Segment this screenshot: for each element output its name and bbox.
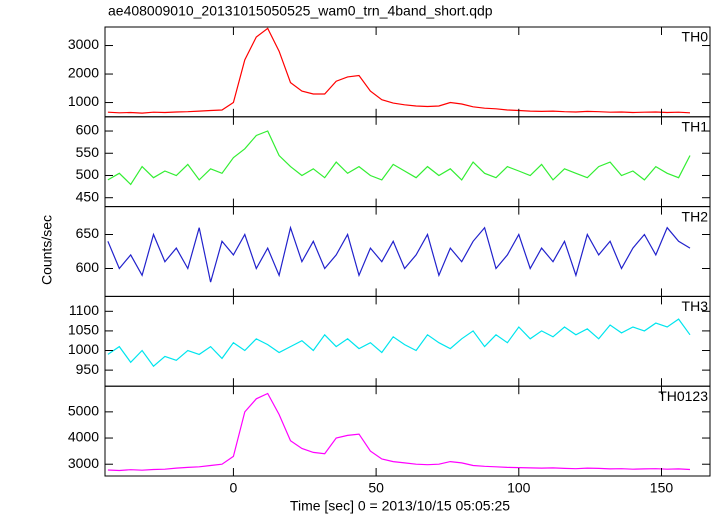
y-tick-label: 1000 xyxy=(68,341,99,357)
y-tick-label: 600 xyxy=(76,122,100,138)
x-tick-label: 0 xyxy=(230,480,238,496)
panel-label: TH0 xyxy=(682,29,709,45)
y-tick-label: 650 xyxy=(76,225,100,241)
y-axis-label: Counts/sec xyxy=(39,215,55,285)
y-tick-label: 1100 xyxy=(69,302,99,318)
panel-frame xyxy=(104,295,711,387)
y-tick-label: 2000 xyxy=(68,65,99,81)
panel-frame xyxy=(104,116,711,208)
data-line xyxy=(107,392,691,472)
data-line xyxy=(107,318,691,368)
x-tick-label: 50 xyxy=(368,480,384,496)
x-tick-label: 150 xyxy=(650,480,674,496)
y-tick-label: 1000 xyxy=(68,93,99,109)
data-line xyxy=(107,27,691,114)
x-tick-label: 100 xyxy=(507,480,531,496)
data-line xyxy=(107,130,691,186)
panel-frame xyxy=(104,26,711,118)
panel-frame xyxy=(104,206,711,297)
data-line xyxy=(107,225,691,283)
y-tick-label: 550 xyxy=(76,144,100,160)
panel-frame xyxy=(104,385,711,477)
y-tick-label: 500 xyxy=(76,166,100,182)
y-tick-label: 5000 xyxy=(68,403,99,419)
y-tick-label: 3000 xyxy=(68,455,99,471)
y-tick-label: 1050 xyxy=(68,322,99,338)
panel-label: TH2 xyxy=(682,208,709,224)
y-tick-label: 450 xyxy=(76,188,100,204)
y-tick-label: 4000 xyxy=(68,429,99,445)
panel-label: TH1 xyxy=(682,119,709,135)
chart-title: ae408009010_20131015050525_wam0_trn_4ban… xyxy=(108,3,493,19)
panel-label: TH0123 xyxy=(658,388,708,404)
panel-label: TH3 xyxy=(682,298,709,314)
y-tick-label: 3000 xyxy=(68,36,99,52)
y-tick-label: 600 xyxy=(76,259,100,275)
y-tick-label: 950 xyxy=(76,361,100,377)
x-axis-label: Time [sec] 0 = 2013/10/15 05:05:25 xyxy=(290,498,510,514)
